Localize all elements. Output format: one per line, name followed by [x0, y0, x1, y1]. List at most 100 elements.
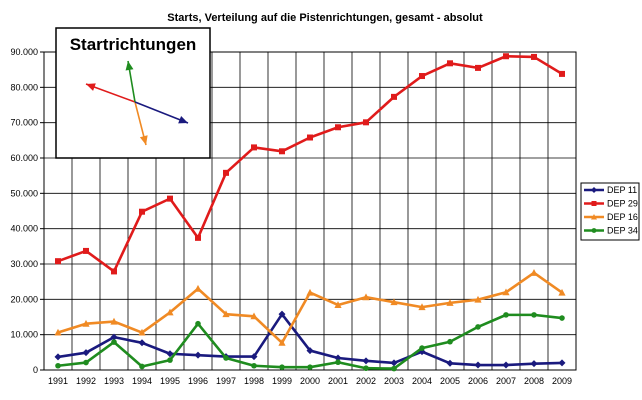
point-dep-11-1999 — [278, 310, 286, 318]
y-tick-label-1: 10.000 — [10, 330, 38, 340]
point-dep-16-1999 — [278, 338, 286, 346]
point-dep-11-1992 — [82, 349, 90, 357]
y-tick-label-8: 80.000 — [10, 82, 38, 92]
arrow-dep34-icon — [125, 60, 136, 103]
point-dep-29-1998 — [251, 144, 257, 151]
y-axis-ticks: 0 10.000 20.000 30.000 40.000 50.000 60.000 70.… — [10, 47, 44, 375]
point-dep-11-2002 — [362, 357, 370, 365]
x-tick-label-2000: 2000 — [300, 376, 320, 386]
x-tick-label-2006: 2006 — [468, 376, 488, 386]
point-dep-34-2001 — [335, 359, 341, 366]
point-dep-16-1991 — [54, 328, 62, 336]
legend-marker-dep-34 — [591, 228, 597, 233]
point-dep-34-2005 — [447, 338, 453, 345]
x-tick-label-1997: 1997 — [216, 376, 236, 386]
series-dep-11 — [54, 310, 566, 369]
x-tick-label-2004: 2004 — [412, 376, 432, 386]
point-dep-16-1998 — [250, 312, 258, 320]
y-tick-label-7: 70.000 — [10, 118, 38, 128]
series-dep-34 — [55, 312, 565, 372]
point-dep-29-2001 — [335, 124, 341, 131]
point-dep-11-2008 — [530, 360, 538, 368]
point-dep-34-1995 — [167, 357, 173, 363]
point-dep-29-1994 — [139, 208, 145, 215]
point-dep-29-1996 — [195, 234, 201, 241]
legend-entry-dep-29: DEP 29 — [584, 199, 638, 209]
legend-entry-dep-16: DEP 16 — [584, 212, 638, 222]
point-dep-16-1995 — [166, 308, 174, 316]
x-tick-label-2007: 2007 — [496, 376, 516, 386]
point-dep-16-2006 — [474, 295, 482, 303]
point-dep-11-1994 — [138, 339, 146, 347]
point-dep-34-1999 — [279, 364, 285, 370]
point-dep-34-2008 — [531, 312, 537, 318]
inset-arrows — [85, 60, 189, 146]
point-dep-29-2003 — [391, 93, 397, 100]
point-dep-11-2007 — [502, 361, 510, 369]
point-dep-16-2001 — [334, 301, 342, 308]
point-dep-11-2009 — [558, 359, 566, 367]
y-tick-label-2: 20.000 — [10, 294, 38, 304]
y-tick-label-9: 90.000 — [10, 47, 38, 57]
legend-label-dep-29: DEP 29 — [607, 199, 638, 209]
legend-label-dep-11: DEP 11 — [607, 185, 637, 195]
point-dep-34-2009 — [559, 315, 565, 321]
point-dep-16-2005 — [446, 299, 454, 306]
arrow-dep29-icon — [85, 83, 136, 103]
series-line-dep-11 — [57, 312, 563, 367]
point-dep-16-2003 — [390, 298, 398, 306]
x-tick-label-1994: 1994 — [132, 376, 152, 386]
point-dep-16-1994 — [138, 328, 146, 336]
point-dep-34-2000 — [307, 364, 313, 370]
plot-border — [43, 51, 577, 371]
point-dep-29-2004 — [419, 73, 425, 80]
point-dep-16-2002 — [362, 293, 370, 301]
point-dep-29-2008 — [531, 53, 537, 60]
point-dep-29-2005 — [447, 60, 453, 67]
point-dep-29-1993 — [111, 268, 117, 275]
point-dep-34-1996 — [195, 320, 201, 327]
x-tick-label-2009: 2009 — [552, 376, 572, 386]
point-dep-34-2002 — [363, 365, 369, 372]
point-dep-34-2003 — [391, 365, 397, 372]
legend-entry-dep-34: DEP 34 — [584, 226, 638, 236]
y-tick-label-4: 40.000 — [10, 224, 38, 234]
legend-entry-dep-11: DEP 11 — [584, 185, 637, 195]
point-dep-11-2005 — [446, 359, 454, 367]
x-tick-label-2008: 2008 — [524, 376, 544, 386]
x-tick-label-1991: 1991 — [48, 376, 68, 386]
point-dep-34-2004 — [419, 345, 425, 351]
point-dep-16-2009 — [558, 288, 566, 296]
point-dep-29-1999 — [279, 148, 285, 155]
x-axis-ticks: 1991 1992 1993 1994 1995 1996 1997 1998 1999 2000… — [48, 376, 572, 386]
legend-items: DEP 11 DEP 29 DEP 16 DEP 34 — [584, 185, 638, 236]
legend-marker-dep-16 — [591, 214, 597, 220]
x-tick-label-1996: 1996 — [188, 376, 208, 386]
series-line-dep-16 — [57, 271, 563, 345]
legend-marker-dep-11 — [591, 187, 597, 193]
x-tick-label-1998: 1998 — [244, 376, 264, 386]
arrow-dep16-icon — [134, 101, 148, 146]
point-dep-34-1994 — [139, 363, 145, 370]
legend-label-dep-16: DEP 16 — [607, 212, 638, 222]
x-tick-label-1995: 1995 — [160, 376, 180, 386]
y-tick-label-3: 30.000 — [10, 259, 38, 269]
point-dep-16-1997 — [222, 310, 230, 318]
legend-label-dep-34: DEP 34 — [607, 226, 638, 236]
point-dep-16-2008 — [530, 269, 538, 276]
x-tick-label-1999: 1999 — [272, 376, 292, 386]
point-dep-29-2009 — [559, 70, 565, 77]
arrow-dep29-icon-head — [86, 83, 96, 91]
point-dep-34-2007 — [503, 312, 509, 318]
series-dep-29 — [55, 53, 565, 275]
arrow-dep11-icon — [134, 101, 189, 124]
point-dep-29-2002 — [363, 119, 369, 126]
legend-marker-dep-29 — [591, 201, 597, 206]
y-tick-label-0: 0 — [33, 365, 38, 375]
x-tick-label-1992: 1992 — [76, 376, 96, 386]
inset-title: Startrichtungen — [70, 35, 197, 54]
point-dep-11-2006 — [474, 361, 482, 369]
series-layer — [54, 53, 566, 372]
point-dep-29-2006 — [475, 64, 481, 71]
point-dep-11-2003 — [390, 359, 398, 367]
